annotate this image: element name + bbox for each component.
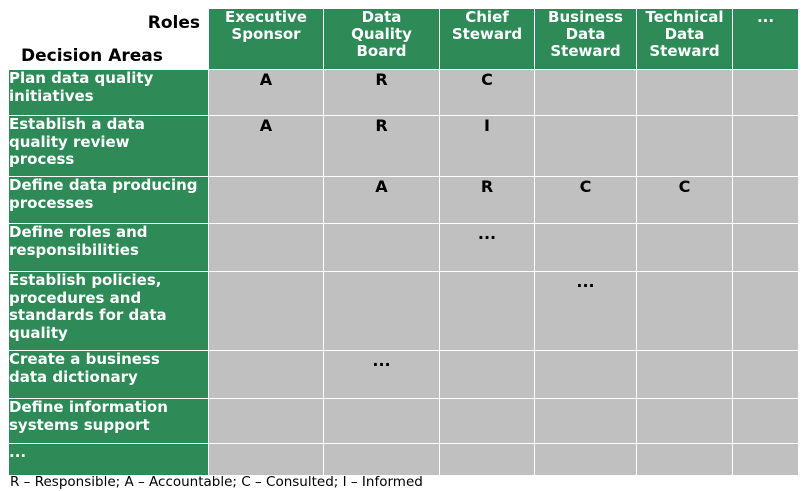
decision-area-label: Define data producing processes [8, 176, 209, 224]
raci-cell [636, 115, 733, 177]
role-more: ... [732, 8, 799, 70]
raci-cell [534, 223, 637, 272]
raci-cell [208, 443, 324, 476]
raci-cell [534, 443, 637, 476]
raci-cell [732, 223, 799, 272]
table-row: Define information systems support [8, 398, 799, 444]
raci-cell [323, 398, 440, 444]
raci-cell [439, 398, 535, 444]
table-row: Plan data quality initiatives A R C [8, 69, 799, 116]
raci-cell [323, 223, 440, 272]
raci-cell [439, 443, 535, 476]
raci-cell [732, 271, 799, 351]
role-chief-steward: Chief Steward [439, 8, 535, 70]
header-row: Roles Decision Areas Executive Sponsor D… [8, 8, 799, 70]
raci-cell [636, 443, 733, 476]
raci-cell: I [439, 115, 535, 177]
raci-cell: ... [323, 350, 440, 399]
table-row: Create a business data dictionary... [8, 350, 799, 399]
raci-cell [732, 443, 799, 476]
raci-cell: A [208, 69, 324, 116]
decision-area-label: Establish a data quality review process [8, 115, 209, 177]
raci-cell [732, 398, 799, 444]
raci-legend: R – Responsible; A – Accountable; C – Co… [10, 474, 423, 490]
table-row: ... [8, 443, 799, 476]
raci-matrix: Roles Decision Areas Executive Sponsor D… [8, 8, 799, 476]
roles-label: Roles [147, 13, 200, 33]
raci-cell: R [323, 69, 440, 116]
raci-cell [534, 115, 637, 177]
raci-cell: A [323, 176, 440, 224]
raci-cell: C [636, 176, 733, 224]
raci-cell [208, 398, 324, 444]
raci-cell [323, 271, 440, 351]
raci-cell: R [323, 115, 440, 177]
raci-cell [439, 271, 535, 351]
decision-area-label: Establish policies, procedures and stand… [8, 271, 209, 351]
raci-cell [636, 271, 733, 351]
decision-area-label: Create a business data dictionary [8, 350, 209, 399]
raci-cell [439, 350, 535, 399]
decision-area-label: Plan data quality initiatives [8, 69, 209, 116]
raci-cell [208, 271, 324, 351]
role-technical-data-steward: Technical Data Steward [636, 8, 733, 70]
role-data-quality-board: Data Quality Board [323, 8, 440, 70]
raci-cell [208, 176, 324, 224]
raci-cell [636, 223, 733, 272]
raci-cell: C [534, 176, 637, 224]
decision-area-label: ... [8, 443, 209, 476]
raci-cell: ... [439, 223, 535, 272]
raci-cell [323, 443, 440, 476]
raci-cell [636, 69, 733, 116]
raci-cell [208, 350, 324, 399]
raci-cell [636, 350, 733, 399]
corner-header: Roles Decision Areas [8, 8, 209, 70]
table-row: Establish a data quality review process A… [8, 115, 799, 177]
raci-cell [636, 398, 733, 444]
table-row: Define roles and responsibilities... [8, 223, 799, 272]
raci-cell: ... [534, 271, 637, 351]
table-row: Establish policies, procedures and stand… [8, 271, 799, 351]
decision-area-label: Define information systems support [8, 398, 209, 444]
decision-area-label: Define roles and responsibilities [8, 223, 209, 272]
raci-cell: C [439, 69, 535, 116]
table-row: Define data producing processes A R C C [8, 176, 799, 224]
raci-cell [732, 176, 799, 224]
raci-cell: R [439, 176, 535, 224]
role-business-data-steward: Business Data Steward [534, 8, 637, 70]
raci-cell [208, 223, 324, 272]
raci-cell [732, 350, 799, 399]
raci-cell [534, 69, 637, 116]
raci-cell: A [208, 115, 324, 177]
raci-cell [732, 115, 799, 177]
raci-cell [534, 398, 637, 444]
raci-cell [732, 69, 799, 116]
decision-areas-label: Decision Areas [21, 46, 163, 66]
raci-cell [534, 350, 637, 399]
role-executive-sponsor: Executive Sponsor [208, 8, 324, 70]
